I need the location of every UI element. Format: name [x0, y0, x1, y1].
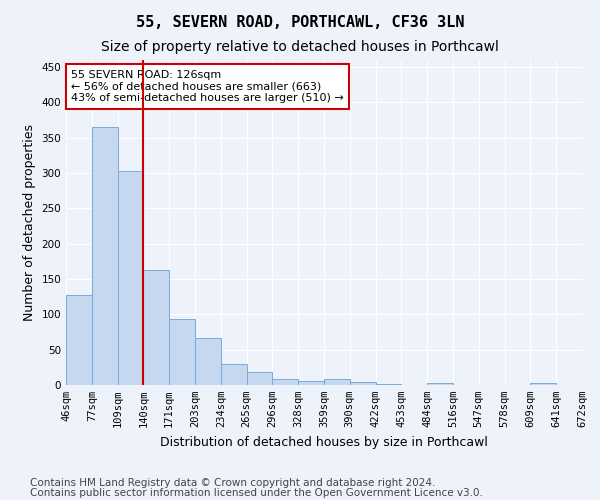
Text: Contains public sector information licensed under the Open Government Licence v3: Contains public sector information licen… — [30, 488, 483, 498]
Bar — [221, 364, 247, 385]
Bar — [298, 381, 324, 385]
Bar — [247, 372, 272, 385]
Bar — [530, 383, 556, 385]
Text: 55, SEVERN ROAD, PORTHCAWL, CF36 3LN: 55, SEVERN ROAD, PORTHCAWL, CF36 3LN — [136, 15, 464, 30]
Bar — [169, 320, 195, 385]
Bar — [272, 378, 298, 385]
Bar — [118, 171, 143, 385]
Bar — [376, 384, 401, 385]
Text: Size of property relative to detached houses in Porthcawl: Size of property relative to detached ho… — [101, 40, 499, 54]
Bar — [92, 127, 118, 385]
Y-axis label: Number of detached properties: Number of detached properties — [23, 124, 36, 321]
X-axis label: Distribution of detached houses by size in Porthcawl: Distribution of detached houses by size … — [160, 436, 488, 448]
Bar — [350, 382, 376, 385]
Bar — [324, 380, 350, 385]
Text: 55 SEVERN ROAD: 126sqm
← 56% of detached houses are smaller (663)
43% of semi-de: 55 SEVERN ROAD: 126sqm ← 56% of detached… — [71, 70, 344, 103]
Bar — [143, 270, 169, 385]
Bar — [66, 296, 92, 385]
Text: Contains HM Land Registry data © Crown copyright and database right 2024.: Contains HM Land Registry data © Crown c… — [30, 478, 436, 488]
Bar — [195, 338, 221, 385]
Bar — [427, 383, 453, 385]
